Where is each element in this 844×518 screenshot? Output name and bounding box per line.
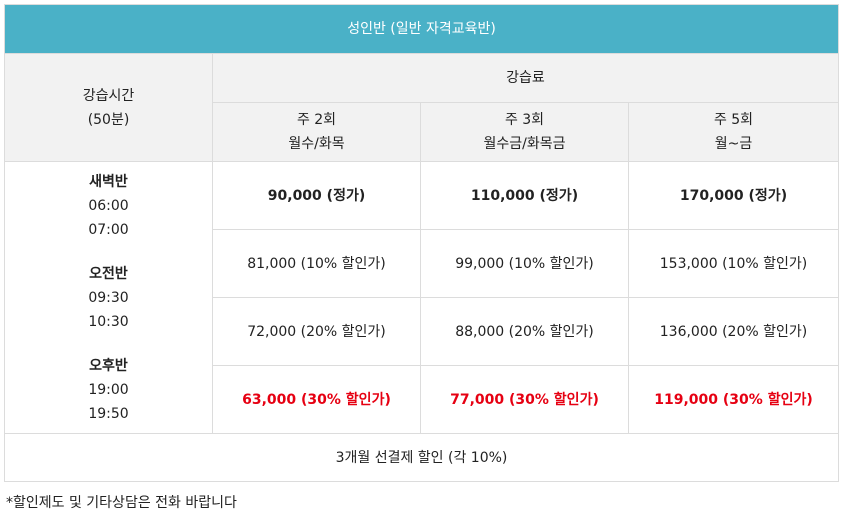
plan-header-5x: 주 5회 월~금 — [628, 102, 839, 162]
price-cell: 88,000 (20% 할인가) — [420, 297, 629, 366]
plan-frequency: 주 2회 — [296, 112, 337, 128]
price-cell: 90,000 (정가) — [212, 161, 421, 230]
price-cell: 110,000 (정가) — [420, 161, 629, 230]
slot-name: 새벽반 — [89, 173, 128, 190]
slot-end: 10:30 — [88, 313, 129, 330]
price-cell: 81,000 (10% 할인가) — [212, 229, 421, 298]
price-cell: 153,000 (10% 할인가) — [628, 229, 839, 298]
price-cell: 99,000 (10% 할인가) — [420, 229, 629, 298]
slot-start: 09:30 — [88, 289, 129, 306]
contact-note: *할인제도 및 기타상담은 전화 바랍니다 — [6, 495, 237, 511]
schedule-cell: 새벽반 06:00 07:00 오전반 09:30 10:30 오후반 19:0… — [4, 161, 213, 434]
slot-name: 오전반 — [89, 265, 128, 282]
prepay-discount-note: 3개월 선결제 할인 (각 10%) — [4, 433, 839, 482]
price-cell-highlight: 77,000 (30% 할인가) — [420, 365, 629, 434]
slot-name: 오후반 — [89, 357, 128, 374]
plan-frequency: 주 5회 — [713, 112, 754, 128]
plan-days: 월수금/화목금 — [483, 136, 566, 152]
time-header-label: 강습시간 — [82, 87, 135, 104]
price-cell: 72,000 (20% 할인가) — [212, 297, 421, 366]
time-header-duration: (50분) — [87, 111, 130, 128]
price-cell: 170,000 (정가) — [628, 161, 839, 230]
fee-table: 성인반 (일반 자격교육반) 강습시간 (50분) 강습료 주 2회 월수/화목… — [4, 4, 839, 482]
time-header: 강습시간 (50분) — [4, 53, 213, 162]
slot-start: 19:00 — [88, 381, 129, 398]
plan-frequency: 주 3회 — [504, 112, 545, 128]
plan-header-2x: 주 2회 월수/화목 — [212, 102, 421, 162]
slot-end: 19:50 — [88, 405, 129, 422]
table-title: 성인반 (일반 자격교육반) — [4, 4, 839, 54]
plan-days: 월수/화목 — [288, 136, 345, 152]
slot-start: 06:00 — [88, 197, 129, 214]
fee-header: 강습료 — [212, 53, 839, 103]
price-cell-highlight: 63,000 (30% 할인가) — [212, 365, 421, 434]
price-cell-highlight: 119,000 (30% 할인가) — [628, 365, 839, 434]
plan-days: 월~금 — [714, 136, 753, 152]
slot-end: 07:00 — [88, 221, 129, 238]
plan-header-3x: 주 3회 월수금/화목금 — [420, 102, 629, 162]
price-cell: 136,000 (20% 할인가) — [628, 297, 839, 366]
